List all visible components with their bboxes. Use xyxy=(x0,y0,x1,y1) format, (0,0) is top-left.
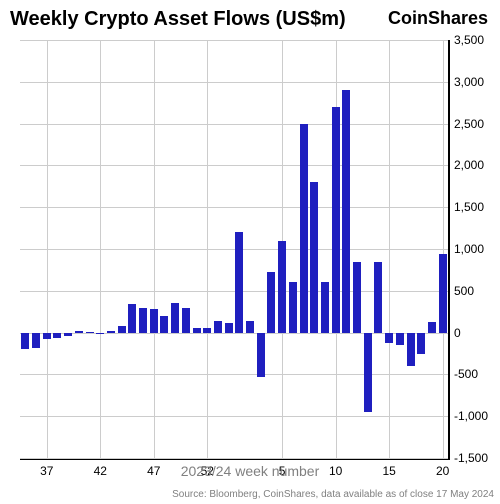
grid-line xyxy=(20,82,448,83)
bar xyxy=(321,282,329,332)
bar xyxy=(139,308,147,333)
bar xyxy=(96,333,104,334)
chart-container: Weekly Crypto Asset Flows (US$m) CoinSha… xyxy=(0,0,500,504)
plot-area: -1,500-1,000-50005001,0001,5002,0002,500… xyxy=(20,40,450,460)
bar xyxy=(193,328,201,332)
grid-line xyxy=(20,374,448,375)
bar xyxy=(417,333,425,355)
x-axis-label: 2023/24 week number xyxy=(0,463,500,479)
bar xyxy=(407,333,415,366)
y-tick-label: -1,000 xyxy=(454,409,498,423)
bar xyxy=(150,309,158,332)
bar xyxy=(53,333,61,338)
bar xyxy=(107,331,115,332)
grid-line xyxy=(389,40,390,458)
y-tick-label: 1,000 xyxy=(454,242,498,256)
grid-line xyxy=(20,249,448,250)
grid-line xyxy=(100,40,101,458)
bar xyxy=(439,254,447,333)
grid-line xyxy=(20,207,448,208)
bar xyxy=(257,333,265,377)
grid-line xyxy=(20,416,448,417)
bar xyxy=(289,282,297,332)
bar xyxy=(32,333,40,348)
grid-line xyxy=(443,40,444,458)
bar xyxy=(310,182,318,332)
bar xyxy=(374,262,382,333)
source-text: Source: Bloomberg, CoinShares, data avai… xyxy=(172,489,494,500)
bar xyxy=(267,272,275,332)
bar xyxy=(214,321,222,333)
bar xyxy=(160,316,168,333)
y-tick-label: 500 xyxy=(454,284,498,298)
bar xyxy=(364,333,372,412)
bar xyxy=(43,333,51,340)
bar xyxy=(385,333,393,344)
y-tick-label: 2,000 xyxy=(454,158,498,172)
bar xyxy=(246,321,254,333)
bar xyxy=(171,303,179,332)
y-tick-label: 1,500 xyxy=(454,200,498,214)
chart-title: Weekly Crypto Asset Flows (US$m) xyxy=(10,8,346,31)
bar xyxy=(342,90,350,332)
grid-line xyxy=(207,40,208,458)
bar xyxy=(278,241,286,333)
bar xyxy=(75,331,83,333)
bar xyxy=(428,322,436,333)
bar xyxy=(182,308,190,333)
grid-line xyxy=(47,40,48,458)
y-tick-label: 2,500 xyxy=(454,117,498,131)
grid-line xyxy=(20,333,448,334)
y-tick-label: 3,000 xyxy=(454,75,498,89)
grid-line xyxy=(154,40,155,458)
grid-line xyxy=(20,291,448,292)
grid-line xyxy=(20,165,448,166)
bar xyxy=(332,107,340,333)
bar xyxy=(86,332,94,333)
bar xyxy=(128,304,136,332)
bar xyxy=(396,333,404,346)
bar xyxy=(235,232,243,332)
bar xyxy=(300,124,308,333)
grid-line xyxy=(20,458,448,459)
bar xyxy=(203,328,211,332)
grid-line xyxy=(20,124,448,125)
bar xyxy=(118,326,126,333)
y-tick-label: 0 xyxy=(454,326,498,340)
bar xyxy=(64,333,72,336)
y-tick-label: -500 xyxy=(454,367,498,381)
brand-logo: CoinShares xyxy=(388,8,488,29)
bar xyxy=(21,333,29,350)
y-tick-label: 3,500 xyxy=(454,33,498,47)
grid-line xyxy=(20,40,448,41)
bar xyxy=(353,262,361,333)
bar xyxy=(225,323,233,333)
